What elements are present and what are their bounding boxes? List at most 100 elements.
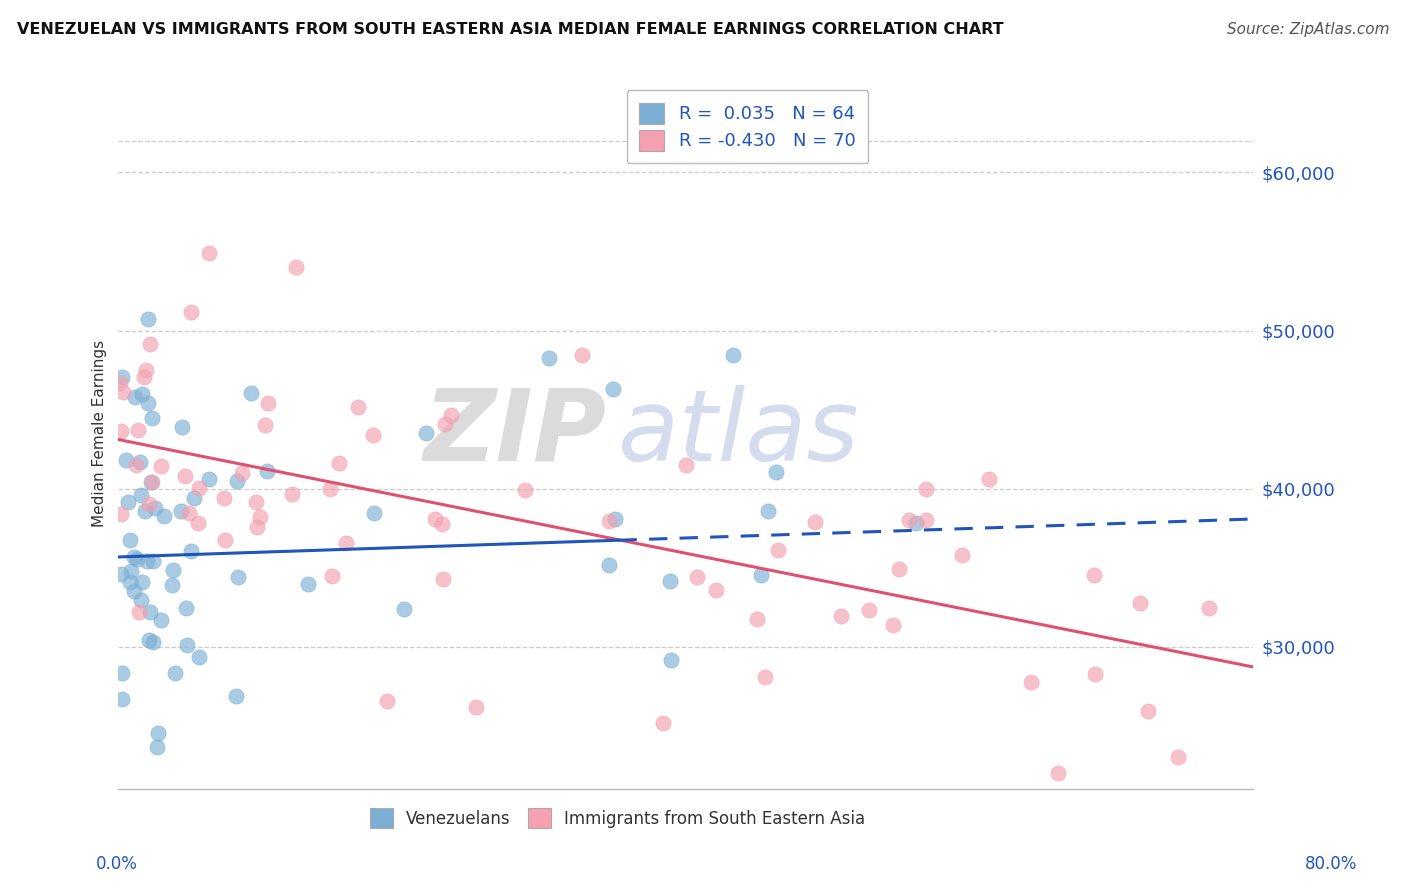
Point [160,578,183,592]
Point [131,592,153,607]
Point [129,455,152,469]
Point [153,509,176,524]
Point [280,487,302,501]
Point [889,562,911,576]
Point [1019,675,1042,690]
Point [131,574,153,589]
Point [135,363,157,377]
Point [425,511,447,525]
Point [128,606,150,620]
Point [686,570,709,584]
Point [139,337,162,351]
Point [142,635,165,649]
Point [745,612,768,626]
Point [214,533,236,548]
Point [415,426,437,441]
Point [180,305,202,319]
Point [749,567,772,582]
Point [537,351,560,365]
Point [432,517,454,532]
Text: VENEZUELAN VS IMMIGRANTS FROM SOUTH EASTERN ASIA MEDIAN FEMALE EARNINGS CORRELAT: VENEZUELAN VS IMMIGRANTS FROM SOUTH EAST… [17,22,1004,37]
Point [188,481,211,495]
Point [465,699,488,714]
Point [652,715,675,730]
Point [179,506,201,520]
Point [256,464,278,478]
Point [110,507,132,521]
Point [134,504,156,518]
Point [346,401,368,415]
Point [256,396,278,410]
Point [915,512,938,526]
Point [1084,666,1107,681]
Point [392,602,415,616]
Point [150,458,173,473]
Point [602,382,624,396]
Point [132,370,155,384]
Point [675,458,697,473]
Point [120,565,142,579]
Point [515,483,537,497]
Point [766,542,789,557]
Point [830,609,852,624]
Point [124,550,146,565]
Point [898,513,921,527]
Point [138,632,160,647]
Point [363,506,385,520]
Point [754,670,776,684]
Point [226,474,249,488]
Point [950,549,973,563]
Point [131,387,153,401]
Point [172,420,194,434]
Point [198,246,221,260]
Point [142,554,165,568]
Point [146,726,169,740]
Point [122,583,145,598]
Point [143,501,166,516]
Point [225,690,247,704]
Point [111,370,134,384]
Point [136,396,159,410]
Point [1136,704,1159,718]
Point [1083,567,1105,582]
Point [318,482,340,496]
Point [110,425,132,439]
Text: atlas: atlas [617,384,859,482]
Point [183,491,205,505]
Point [249,510,271,524]
Point [915,482,938,496]
Point [226,570,249,584]
Point [120,533,142,548]
Point [240,386,263,401]
Point [571,348,593,362]
Point [363,428,385,442]
Point [321,569,343,583]
Text: Source: ZipAtlas.com: Source: ZipAtlas.com [1226,22,1389,37]
Point [659,653,682,667]
Point [375,694,398,708]
Point [804,515,827,529]
Point [138,605,160,619]
Point [335,536,357,550]
Point [111,666,134,681]
Point [758,504,780,518]
Point [129,488,152,502]
Point [432,572,454,586]
Point [245,495,267,509]
Point [598,514,620,528]
Point [141,475,163,489]
Point [723,348,745,362]
Point [110,566,132,581]
Point [111,385,134,400]
Point [124,391,146,405]
Point [328,456,350,470]
Point [162,563,184,577]
Point [125,458,148,472]
Point [882,617,904,632]
Text: 0.0%: 0.0% [96,855,138,872]
Point [176,638,198,652]
Point [598,558,620,573]
Point [127,423,149,437]
Point [138,311,160,326]
Point [253,418,276,433]
